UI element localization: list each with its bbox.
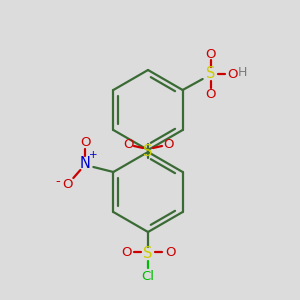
Text: O: O — [62, 178, 73, 190]
Text: O: O — [80, 136, 91, 148]
Text: S: S — [143, 143, 153, 158]
Text: Cl: Cl — [142, 269, 154, 283]
Text: O: O — [206, 88, 216, 100]
Text: O: O — [165, 245, 175, 259]
Text: O: O — [227, 68, 238, 80]
Text: N: N — [80, 157, 91, 172]
Text: O: O — [163, 139, 173, 152]
Text: S: S — [143, 247, 153, 262]
Text: O: O — [123, 139, 133, 152]
Text: +: + — [89, 150, 98, 160]
Text: S: S — [206, 67, 215, 82]
Text: O: O — [206, 47, 216, 61]
Text: O: O — [121, 245, 131, 259]
Text: -: - — [55, 176, 60, 188]
Text: H: H — [238, 65, 247, 79]
